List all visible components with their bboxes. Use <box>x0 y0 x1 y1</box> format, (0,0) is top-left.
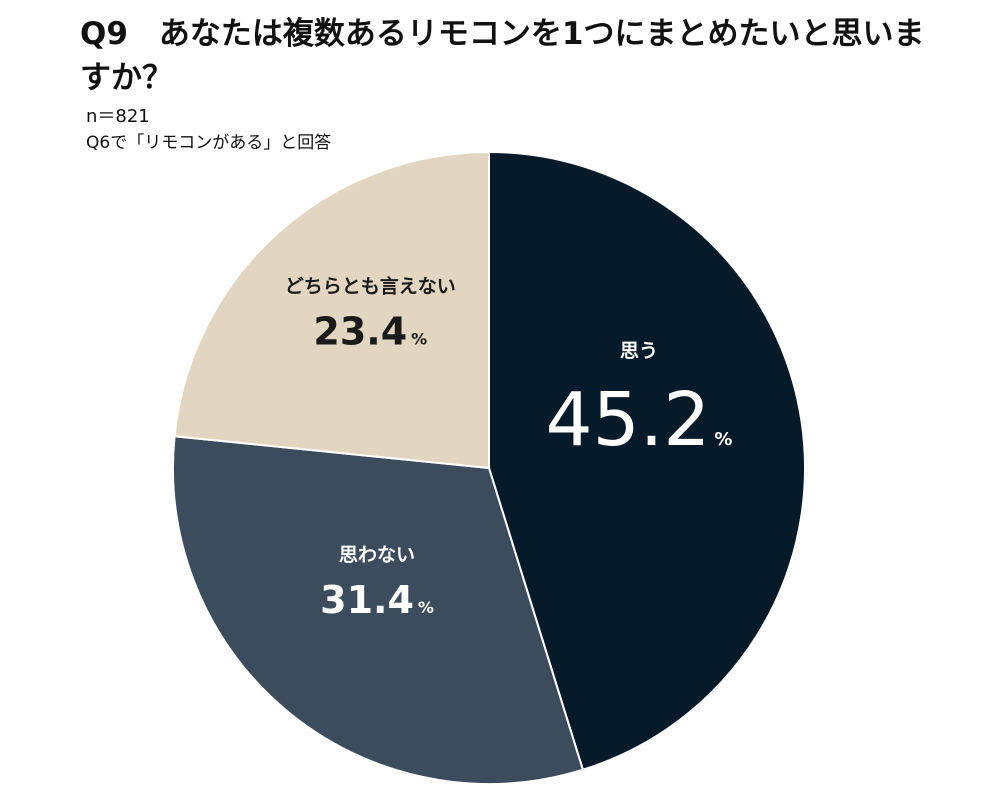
pie-slice-2 <box>173 151 490 469</box>
pie-slice-1 <box>172 435 584 785</box>
sample-size: n＝821 <box>86 106 150 127</box>
respondent-condition: Q6で「リモコンがある」と回答 <box>86 133 332 153</box>
slice-value-label: 31.4% <box>320 578 434 622</box>
slice-value-label: 45.2% <box>546 377 733 463</box>
pie-slices <box>172 151 806 785</box>
slice-value-number: 23.4 <box>313 310 407 354</box>
slice-value-percent-sign: % <box>418 598 434 617</box>
slice-name-label: 思わない <box>339 544 415 566</box>
slice-value-percent-sign: % <box>411 330 427 349</box>
chart-title: Q9 あなたは複数あるリモコンを1つにまとめたいと思いますか？ <box>80 16 925 96</box>
slice-value-number: 31.4 <box>320 578 414 622</box>
slice-name-label: 思う <box>620 340 658 362</box>
slice-name-label: どちらとも言えない <box>285 275 456 298</box>
pie-slice-0 <box>488 151 806 771</box>
slice-value-percent-sign: % <box>714 429 732 450</box>
slice-value-number: 45.2 <box>546 377 711 463</box>
slice-value-label: 23.4% <box>313 310 427 354</box>
pie-labels: 思う 45.2 % 思わない 31.4 % どちらとも言えない 23.4% <box>285 275 733 622</box>
